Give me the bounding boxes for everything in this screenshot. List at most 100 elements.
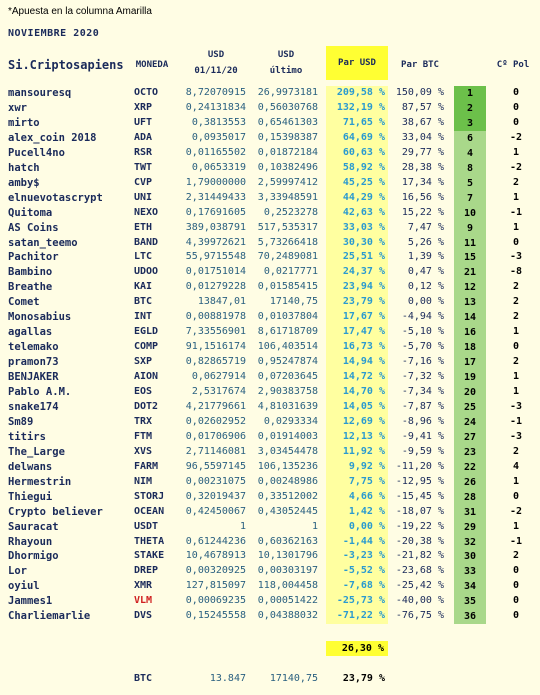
par-btc-value: -19,22 % [395, 520, 444, 532]
participant-name: snake174 [8, 400, 59, 413]
participant-name: mirto [8, 116, 40, 129]
usd-last: 106,135236 [257, 460, 318, 472]
rank-cell: 6 [454, 130, 486, 146]
rank-cell: 22 [454, 459, 486, 475]
usd-start: 4,39972621 [185, 236, 246, 248]
pol-change: 1 [512, 386, 520, 397]
participant-name: Charliemarlie [8, 610, 91, 623]
rank-cell: 18 [454, 340, 486, 356]
usd-last: 106,403514 [257, 341, 318, 353]
table-row: Dhormigo STAKE 10,4678913 10,1301796 -3,23 %… [0, 549, 540, 565]
coin-symbol: XVS [134, 445, 153, 457]
par-btc-value: 15,22 % [401, 206, 444, 218]
usd-start: 0,15245558 [185, 610, 246, 622]
rank-cell: 8 [454, 160, 486, 176]
usd-last: 0,0217771 [263, 266, 318, 278]
participant-name: Breathe [8, 281, 53, 294]
par-btc-value: -9,41 % [401, 430, 444, 442]
usd-start: 0,24131834 [185, 101, 246, 113]
par-btc-value: -23,68 % [395, 565, 444, 577]
par-btc-value: -7,16 % [401, 356, 444, 368]
usd-last: 0,00248986 [257, 475, 318, 487]
usd-start: 0,0653319 [191, 161, 246, 173]
coin-symbol: EOS [134, 386, 153, 397]
par-btc-value: -5,70 % [401, 341, 444, 353]
participant-name: Jammes1 [8, 595, 53, 608]
header-usd2: USD último [256, 50, 316, 76]
usd-start: 91,1516174 [185, 341, 246, 353]
usd-start: 96,5597145 [185, 460, 246, 472]
rank-cell: 23 [454, 444, 486, 460]
usd-last: 3,33948591 [257, 191, 318, 203]
usd-last: 0,95247874 [257, 356, 318, 368]
table-row: alex_coin 2018 ADA 0,0935017 0,15398387 64,6… [0, 130, 540, 146]
par-btc-value: -21,82 % [395, 550, 444, 562]
pol-change: 2 [512, 445, 520, 457]
par-btc-value: 5,26 % [407, 236, 444, 248]
participant-name: Quitoma [8, 206, 53, 219]
par-usd-value: -7,68 % [342, 580, 385, 592]
pol-change: -8 [509, 266, 523, 278]
pol-change: 2 [512, 356, 520, 368]
rank-cell: 12 [454, 280, 486, 296]
table-row: mansouresq OCTO 8,72070915 26,9973181 209,58… [0, 86, 540, 101]
par-btc-value: 150,09 % [395, 87, 444, 98]
usd-start: 0,00069235 [185, 595, 246, 607]
usd-start: 13847,01 [197, 296, 246, 308]
btc-usd1: 13.847 [209, 673, 246, 684]
rank-cell: 1 [454, 86, 486, 101]
par-usd-value: 45,25 % [342, 176, 385, 188]
par-usd-value: -71,22 % [336, 610, 385, 622]
par-btc-value: -40,00 % [395, 595, 444, 607]
header-par-usd: Par USD [326, 46, 388, 80]
rank-cell: 2 [454, 100, 486, 116]
coin-symbol: OCTO [134, 87, 159, 98]
table-row: Hermestrin NIM 0,00231075 0,00248986 7,75 % -… [0, 474, 540, 490]
table-row: pramon73 SXP 0,82865719 0,95247874 14,94 % -7… [0, 355, 540, 371]
coin-symbol: CVP [134, 176, 153, 188]
rank-cell: 20 [454, 385, 486, 400]
coin-symbol: DOT2 [134, 400, 159, 412]
table-row: mirto UFT 0,3813553 0,65461303 71,65 % 38,67 … [0, 115, 540, 131]
table-row: Monosabius INT 0,00881978 0,01037804 17,67 %… [0, 310, 540, 326]
par-btc-value: -7,32 % [401, 371, 444, 383]
par-btc-value: 7,47 % [407, 221, 444, 233]
par-usd-value: 0,00 % [348, 520, 385, 532]
rank-cell: 15 [454, 250, 486, 266]
pol-change: -3 [509, 251, 523, 263]
par-btc-value: -15,45 % [395, 490, 444, 502]
pol-change: 2 [512, 311, 520, 323]
coin-symbol: SXP [134, 356, 153, 368]
table-row: Breathe KAI 0,01279228 0,01585415 23,94 % 0,1… [0, 280, 540, 296]
participant-name: amby$ [8, 176, 40, 189]
participant-name: Pablo A.M. [8, 386, 72, 398]
usd-last: 0,07203645 [257, 371, 318, 383]
pol-change: -1 [509, 206, 523, 218]
rank-cell: 17 [454, 355, 486, 371]
table-row: titirs FTM 0,01706906 0,01914003 12,13 % -9,4… [0, 429, 540, 445]
pol-change: 0 [512, 565, 520, 577]
usd-last: 3,03454478 [257, 445, 318, 457]
header-usd2-top: USD [277, 50, 295, 60]
usd-last: 0,65461303 [257, 116, 318, 128]
coin-symbol: COMP [134, 341, 159, 353]
coin-symbol: UFT [134, 116, 153, 128]
participant-name: delwans [8, 460, 53, 473]
table-row: xwr XRP 0,24131834 0,56030768 132,19 % 87,57 … [0, 100, 540, 116]
month-title: NOVIEMBRE 2020 [8, 28, 100, 39]
par-btc-value: 0,47 % [407, 266, 444, 278]
par-usd-value: 44,29 % [342, 191, 385, 203]
participant-name: Monosabius [8, 311, 72, 324]
btc-label: BTC [134, 673, 153, 684]
usd-start: 0,01751014 [185, 266, 246, 278]
usd-start: 0,42450067 [185, 505, 246, 517]
rank-cell: 31 [454, 504, 486, 520]
par-usd-value: 7,75 % [348, 475, 385, 487]
total-par-usd: 26,30 % [326, 641, 388, 656]
usd-last: 4,81031639 [257, 400, 318, 412]
table-row: amby$ CVP 1,79000000 2,59997412 45,25 % 17,34… [0, 175, 540, 191]
pol-change: -2 [509, 161, 523, 173]
coin-symbol: STAKE [134, 550, 165, 562]
usd-last: 0,01585415 [257, 281, 318, 293]
participant-name: xwr [8, 101, 27, 114]
